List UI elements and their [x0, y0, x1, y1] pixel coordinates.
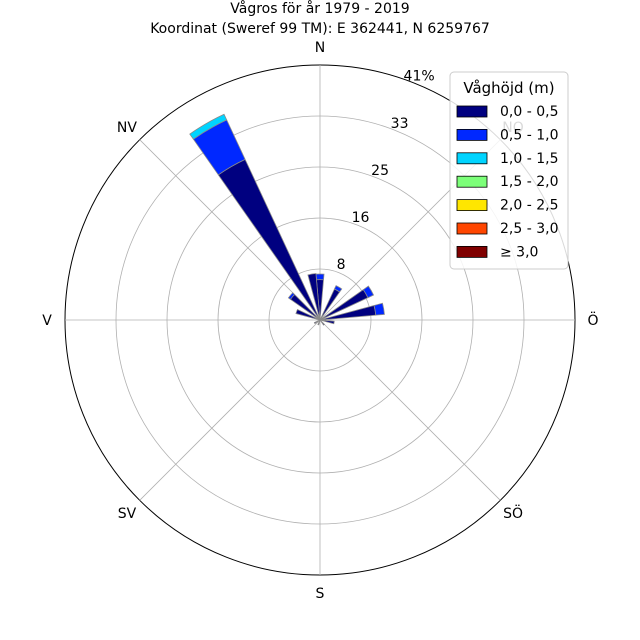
legend-swatch — [456, 128, 488, 141]
windrose-bar-segment — [373, 302, 385, 316]
grid-spoke — [139, 139, 321, 321]
legend-swatch — [456, 105, 488, 118]
windrose-bar-segment — [317, 319, 321, 326]
windrose-bar-segment — [217, 158, 321, 321]
direction-label: NV — [117, 120, 137, 136]
legend-swatch — [456, 222, 488, 235]
windrose-bar-segment — [313, 319, 321, 325]
windrose-bar-segment — [189, 113, 228, 140]
direction-label: N — [315, 40, 325, 56]
legend-label: 1,0 - 1,5 — [500, 151, 558, 167]
legend-swatch — [456, 245, 488, 258]
legend-title: Våghöjd (m) — [463, 79, 554, 97]
radial-tick-labels: 8 16 25 33 41% — [337, 69, 435, 273]
windrose-bar-segment — [362, 285, 375, 299]
legend-items: 0,0 - 0,5 0,5 - 1,0 1,0 - 1,5 1,5 - 2,0 2,0 … — [456, 104, 558, 260]
legend-swatch — [456, 199, 488, 212]
radial-tick-label: 41% — [404, 69, 435, 85]
windrose-bar-segment — [333, 285, 343, 293]
direction-label: S — [316, 586, 325, 602]
legend-label: 1,5 - 2,0 — [500, 174, 558, 190]
direction-label: SÖ — [503, 504, 523, 522]
radial-tick-label: 16 — [352, 210, 370, 226]
direction-label: SV — [118, 506, 137, 522]
radial-tick-label: 8 — [337, 257, 346, 273]
chart-subtitle: Koordinat (Sweref 99 TM): E 362441, N 62… — [150, 21, 490, 37]
legend-swatch — [456, 152, 488, 165]
legend-label: 0,5 - 1,0 — [500, 127, 558, 143]
grid-spoke — [139, 319, 321, 501]
radial-tick-label: 33 — [391, 116, 409, 132]
legend-frame — [449, 71, 569, 270]
windrose-bars — [189, 113, 385, 326]
legend-label: 2,0 - 2,5 — [500, 198, 558, 214]
legend-label: ≥ 3,0 — [500, 244, 538, 260]
windrose-bar-segment — [287, 292, 296, 300]
legend-label: 0,0 - 0,5 — [500, 104, 558, 120]
direction-label: V — [42, 313, 52, 329]
windrose-bar-segment — [319, 319, 325, 326]
legend: Våghöjd (m) 0,0 - 0,5 0,5 - 1,0 1,0 - 1,5 1… — [449, 71, 569, 270]
polar-grid — [64, 64, 576, 576]
windrose-bar-segment — [307, 273, 321, 321]
grid-spoke — [319, 319, 501, 501]
direction-label: Ö — [587, 311, 598, 329]
legend-label: 2,5 - 3,0 — [500, 221, 558, 237]
windrose-bar-segment — [315, 273, 325, 281]
windrose-bar-segment — [319, 319, 335, 325]
chart-title: Vågros för år 1979 - 2019 — [230, 0, 409, 17]
windrose-bar-segment — [295, 308, 321, 321]
legend-swatch — [456, 175, 488, 188]
radial-tick-label: 25 — [371, 163, 389, 179]
